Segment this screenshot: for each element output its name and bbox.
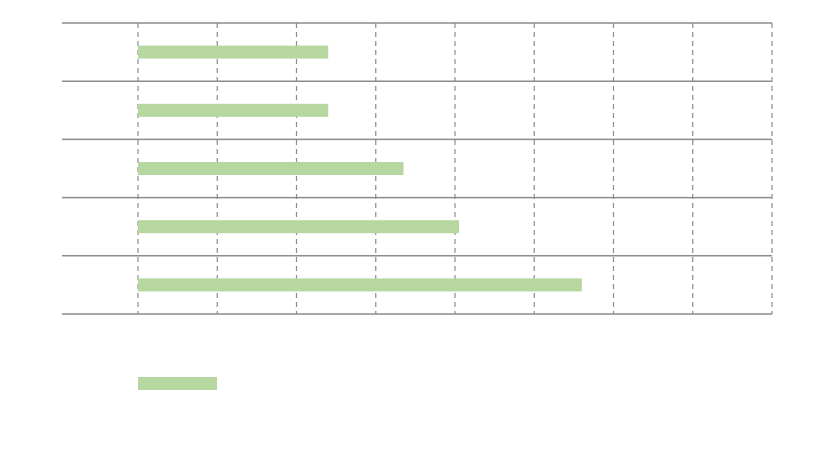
bar-0 bbox=[138, 45, 329, 59]
bar-3 bbox=[138, 220, 459, 234]
legend bbox=[138, 377, 217, 390]
bar-4 bbox=[138, 278, 582, 292]
bar-2 bbox=[138, 162, 404, 175]
legend-swatch bbox=[138, 377, 217, 390]
bar-series bbox=[138, 45, 582, 292]
bar-1 bbox=[138, 103, 329, 117]
horizontal-gridlines bbox=[62, 22, 772, 315]
